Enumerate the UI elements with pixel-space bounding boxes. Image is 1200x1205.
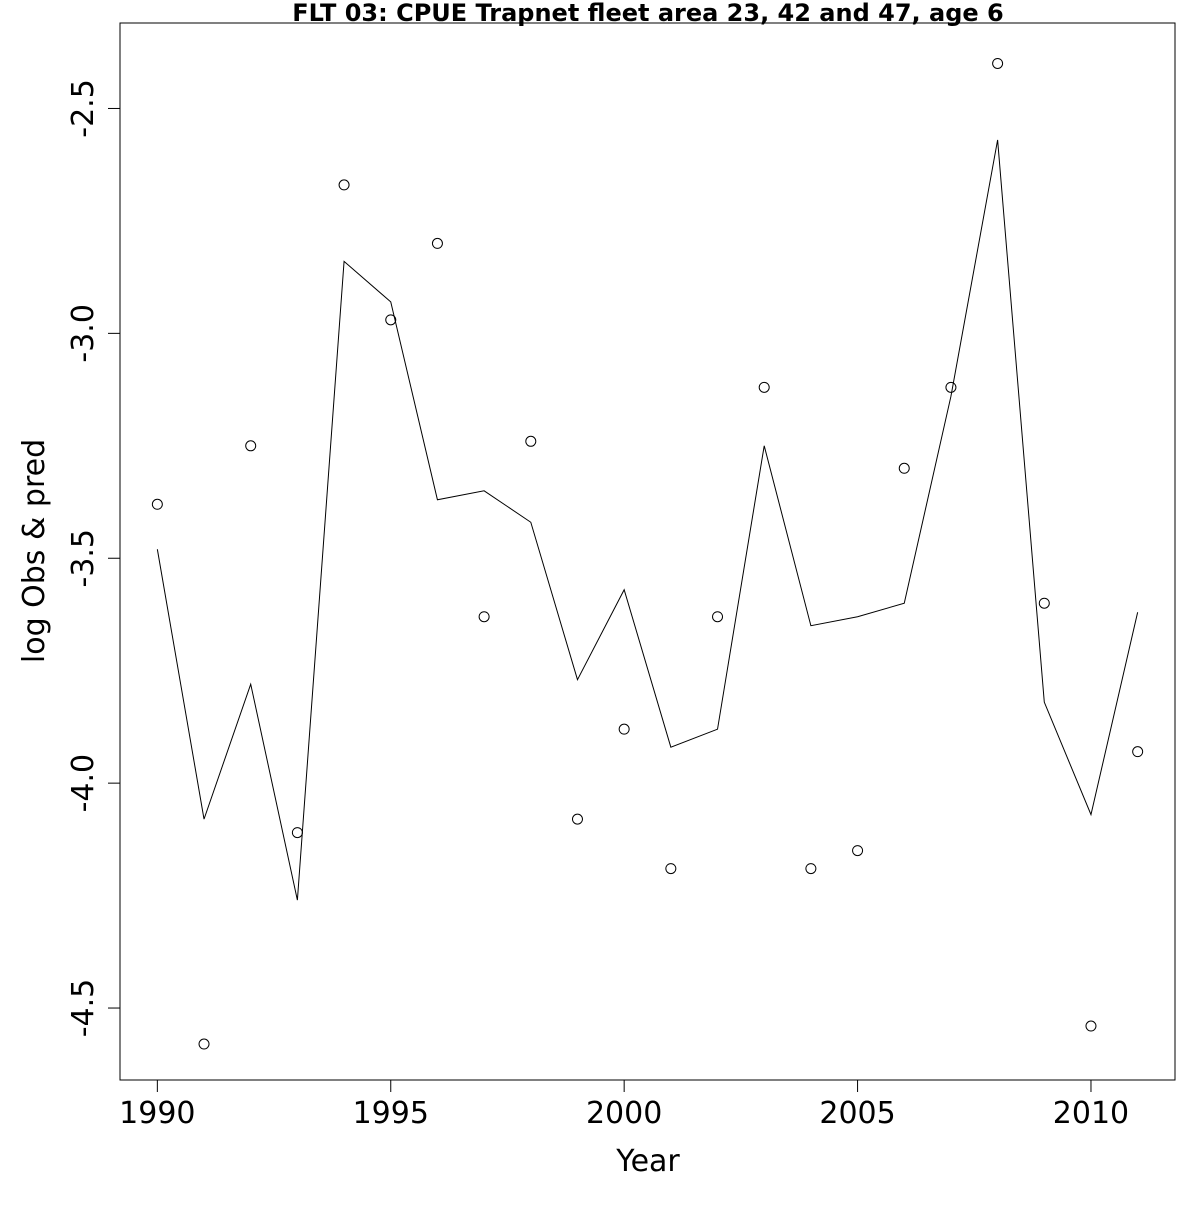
observed-point bbox=[478, 611, 490, 623]
observed-point bbox=[945, 381, 957, 393]
x-tick-label: 1990 bbox=[119, 1096, 195, 1131]
observed-point bbox=[618, 723, 630, 735]
y-tick-label: -4.0 bbox=[66, 754, 101, 813]
y-tick-label: -3.5 bbox=[66, 529, 101, 588]
observed-point bbox=[1085, 1020, 1097, 1032]
observed-point bbox=[151, 498, 163, 510]
x-tick-label: 2000 bbox=[586, 1096, 662, 1131]
observed-point bbox=[852, 845, 864, 857]
observed-point bbox=[992, 57, 1004, 69]
y-axis-title: log Obs & pred bbox=[17, 439, 52, 663]
observed-point bbox=[525, 435, 537, 447]
observed-point bbox=[1132, 746, 1144, 758]
observed-point bbox=[571, 813, 583, 825]
x-tick-label: 2010 bbox=[1053, 1096, 1129, 1131]
x-axis-title: Year bbox=[615, 1144, 680, 1179]
x-tick-label: 1995 bbox=[353, 1096, 429, 1131]
predicted-line bbox=[156, 139, 1139, 901]
observed-point bbox=[385, 314, 397, 326]
x-tick-label: 2005 bbox=[819, 1096, 895, 1131]
observed-point bbox=[431, 237, 443, 249]
x-axis: 1990 1995 2000 2005 2010 bbox=[119, 1079, 1129, 1131]
observed-point bbox=[805, 863, 817, 875]
plot-frame bbox=[119, 22, 1176, 1081]
y-axis: -4.5 -4.0 -3.5 -3.0 -2.5 bbox=[66, 79, 121, 1038]
series-layer bbox=[151, 57, 1144, 1050]
observed-point bbox=[245, 440, 257, 452]
observed-point bbox=[1038, 597, 1050, 609]
y-tick-label: -4.5 bbox=[66, 979, 101, 1038]
observed-point bbox=[338, 179, 350, 191]
y-tick-label: -3.0 bbox=[66, 304, 101, 363]
observed-point bbox=[665, 863, 677, 875]
y-tick-label: -2.5 bbox=[66, 79, 101, 138]
observed-point bbox=[198, 1038, 210, 1050]
observed-point bbox=[758, 381, 770, 393]
observed-point bbox=[712, 611, 724, 623]
observed-point bbox=[898, 462, 910, 474]
observed-point bbox=[291, 827, 303, 839]
